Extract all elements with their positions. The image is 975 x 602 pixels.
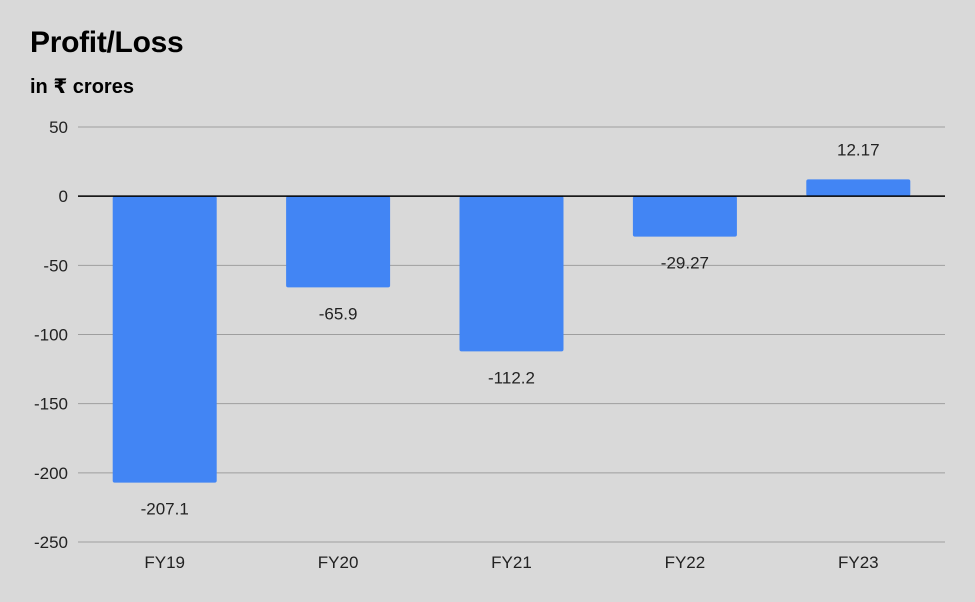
x-tick-label: FY22 xyxy=(665,553,706,572)
y-tick-label: -50 xyxy=(43,256,68,275)
y-tick-label: -150 xyxy=(34,395,68,414)
y-tick-label: -250 xyxy=(34,533,68,552)
y-tick-label: 50 xyxy=(49,118,68,137)
bar xyxy=(459,196,564,352)
bars xyxy=(112,179,911,483)
x-tick-label: FY23 xyxy=(838,553,879,572)
bar xyxy=(286,196,391,288)
y-tick-label: -200 xyxy=(34,464,68,483)
x-tick-label: FY19 xyxy=(144,553,185,572)
data-labels: -207.1 -65.9 -112.2 -29.27 12.17 xyxy=(141,140,880,518)
data-label: -29.27 xyxy=(661,254,709,273)
bar xyxy=(112,196,217,483)
x-tick-label: FY21 xyxy=(491,553,532,572)
data-label: -207.1 xyxy=(141,500,189,519)
chart-subtitle: in ₹ crores xyxy=(30,76,134,98)
data-label: -65.9 xyxy=(319,304,358,323)
chart-title: Profit/Loss xyxy=(30,26,184,59)
data-label: 12.17 xyxy=(837,140,880,159)
x-axis-ticks: FY19 FY20 FY21 FY22 FY23 xyxy=(144,553,878,572)
y-axis-ticks: 50 0 -50 -100 -150 -200 -250 xyxy=(34,118,68,552)
y-tick-label: 0 xyxy=(59,187,68,206)
bar xyxy=(632,196,737,237)
x-tick-label: FY20 xyxy=(318,553,359,572)
bar xyxy=(806,179,911,197)
y-tick-label: -100 xyxy=(34,326,68,345)
data-label: -112.2 xyxy=(488,368,535,387)
